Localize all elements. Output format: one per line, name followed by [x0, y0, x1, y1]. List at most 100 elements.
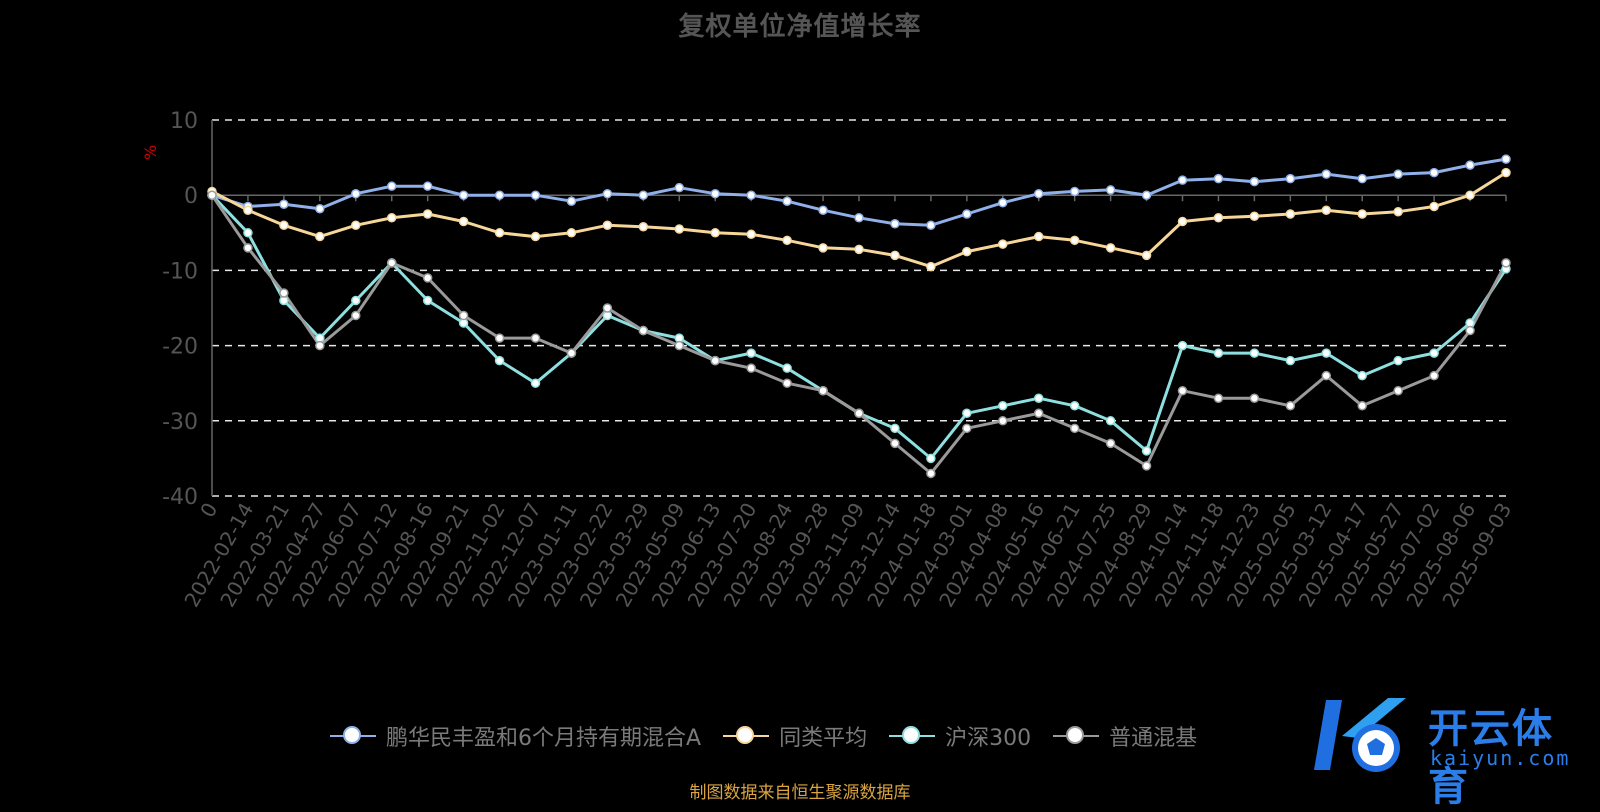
data-point[interactable]	[638, 222, 649, 232]
data-point[interactable]	[782, 235, 792, 246]
data-point[interactable]	[279, 199, 289, 209]
data-point[interactable]	[746, 363, 756, 373]
data-point[interactable]	[638, 190, 649, 200]
data-point[interactable]	[530, 378, 541, 388]
data-point[interactable]	[458, 190, 469, 200]
data-point[interactable]	[962, 246, 972, 257]
data-point[interactable]	[279, 220, 289, 231]
data-point[interactable]	[1465, 325, 1475, 336]
data-point[interactable]	[602, 303, 613, 313]
data-point[interactable]	[746, 229, 756, 240]
data-point[interactable]	[782, 363, 792, 373]
data-point[interactable]	[351, 220, 361, 231]
data-point[interactable]	[1321, 169, 1332, 179]
legend-item-peer-average[interactable]: 同类平均	[723, 720, 867, 752]
data-point[interactable]	[422, 181, 433, 191]
data-point[interactable]	[458, 216, 469, 227]
data-point[interactable]	[458, 310, 469, 321]
data-point[interactable]	[1033, 188, 1044, 199]
data-point[interactable]	[1501, 154, 1511, 164]
data-point[interactable]	[1429, 348, 1439, 358]
data-point[interactable]	[1069, 401, 1080, 411]
data-point[interactable]	[1429, 370, 1439, 381]
data-point[interactable]	[746, 348, 756, 358]
data-point[interactable]	[243, 205, 253, 215]
data-point[interactable]	[351, 310, 361, 321]
data-point[interactable]	[494, 190, 505, 200]
data-point[interactable]	[1393, 355, 1403, 366]
data-point[interactable]	[1069, 186, 1080, 197]
data-point[interactable]	[1393, 206, 1403, 217]
data-point[interactable]	[566, 348, 577, 358]
data-point[interactable]	[818, 243, 828, 253]
data-point[interactable]	[386, 213, 397, 223]
data-point[interactable]	[386, 258, 397, 268]
data-point[interactable]	[746, 190, 756, 200]
data-point[interactable]	[1141, 446, 1152, 456]
data-point[interactable]	[890, 438, 900, 449]
data-point[interactable]	[1033, 408, 1044, 419]
data-point[interactable]	[1357, 370, 1367, 381]
data-point[interactable]	[1285, 401, 1296, 411]
data-point[interactable]	[1429, 167, 1439, 178]
data-point[interactable]	[279, 288, 289, 298]
data-point[interactable]	[998, 239, 1008, 249]
data-point[interactable]	[674, 340, 685, 351]
data-point[interactable]	[1213, 348, 1224, 358]
data-point[interactable]	[1213, 173, 1224, 184]
data-point[interactable]	[1429, 201, 1439, 212]
data-point[interactable]	[530, 190, 541, 200]
data-point[interactable]	[1033, 393, 1044, 403]
data-point[interactable]	[1285, 209, 1296, 219]
data-point[interactable]	[1249, 211, 1260, 222]
data-point[interactable]	[782, 196, 792, 206]
data-point[interactable]	[602, 188, 613, 199]
data-point[interactable]	[998, 416, 1008, 426]
data-point[interactable]	[1321, 348, 1332, 358]
data-point[interactable]	[1249, 348, 1260, 358]
data-point[interactable]	[1285, 355, 1296, 366]
data-point[interactable]	[351, 188, 361, 199]
data-point[interactable]	[674, 224, 685, 234]
data-point[interactable]	[1069, 235, 1080, 246]
data-point[interactable]	[1177, 385, 1188, 396]
data-point[interactable]	[1357, 209, 1367, 219]
data-point[interactable]	[386, 181, 397, 191]
data-point[interactable]	[854, 244, 864, 255]
data-point[interactable]	[1249, 393, 1260, 403]
data-point[interactable]	[1393, 385, 1403, 396]
data-point[interactable]	[351, 295, 361, 306]
data-point[interactable]	[422, 295, 433, 306]
data-point[interactable]	[1105, 416, 1116, 426]
data-point[interactable]	[710, 355, 720, 366]
data-point[interactable]	[422, 273, 433, 283]
data-point[interactable]	[818, 385, 828, 396]
data-point[interactable]	[243, 243, 253, 253]
data-point[interactable]	[890, 250, 900, 261]
data-point[interactable]	[854, 213, 864, 223]
data-point[interactable]	[1393, 169, 1403, 179]
data-point[interactable]	[1105, 185, 1116, 195]
data-point[interactable]	[890, 423, 900, 434]
data-point[interactable]	[1177, 216, 1188, 227]
data-point[interactable]	[566, 196, 577, 206]
data-point[interactable]	[243, 228, 253, 238]
data-point[interactable]	[1213, 393, 1224, 403]
data-point[interactable]	[1141, 250, 1152, 261]
legend-item-hs300[interactable]: 沪深300	[889, 720, 1031, 752]
data-point[interactable]	[926, 468, 936, 479]
data-point[interactable]	[315, 203, 325, 214]
data-point[interactable]	[1465, 160, 1475, 170]
data-point[interactable]	[782, 378, 792, 388]
data-point[interactable]	[998, 197, 1008, 208]
data-point[interactable]	[1105, 438, 1116, 449]
data-point[interactable]	[926, 261, 936, 272]
data-point[interactable]	[710, 188, 720, 199]
data-point[interactable]	[926, 453, 936, 464]
data-point[interactable]	[422, 209, 433, 219]
data-point[interactable]	[1501, 167, 1511, 178]
data-point[interactable]	[530, 333, 541, 343]
data-point[interactable]	[926, 220, 936, 231]
data-point[interactable]	[1249, 176, 1260, 187]
data-point[interactable]	[1357, 401, 1367, 411]
